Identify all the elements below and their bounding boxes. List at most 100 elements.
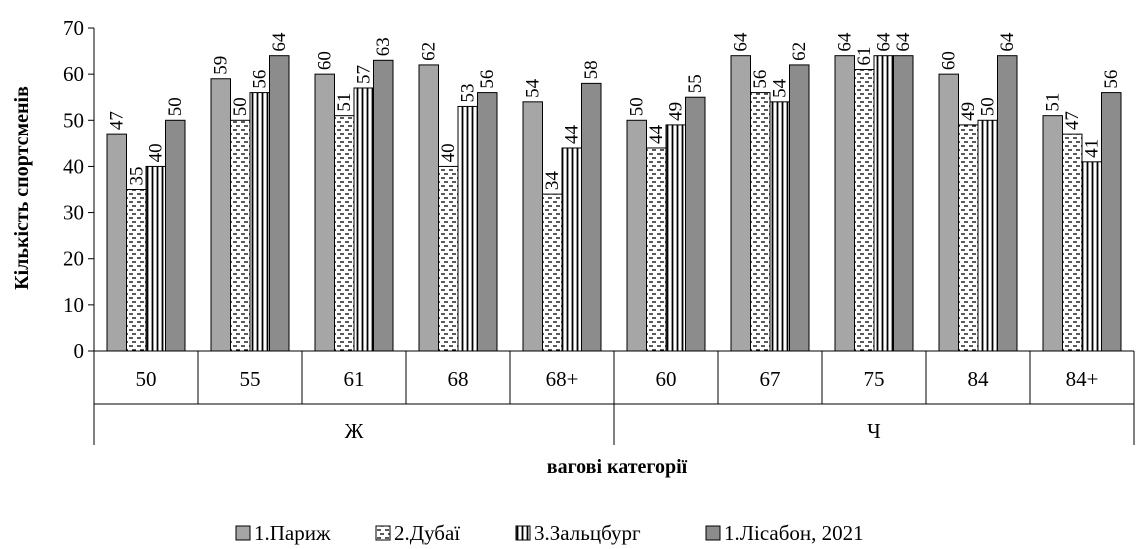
bar: [334, 115, 355, 352]
bar: [750, 92, 771, 352]
bar: [646, 147, 667, 352]
y-tick-label: 10: [63, 293, 84, 317]
y-tick-label: 70: [63, 16, 84, 40]
legend-swatch: [375, 525, 391, 541]
x-tick-label: 61: [344, 367, 365, 391]
x-tick-label: 60: [656, 367, 677, 391]
data-label: 40: [438, 143, 459, 162]
data-label: 51: [334, 93, 355, 112]
bar: [373, 59, 394, 352]
legend-item-label: 2.Дубаї: [394, 521, 460, 545]
data-label: 62: [789, 42, 810, 61]
x-group-label: Ч: [867, 419, 881, 443]
data-label: 61: [854, 47, 875, 66]
bar: [873, 55, 894, 352]
x-axis-title: вагові категорії: [547, 456, 688, 478]
bar: [665, 124, 686, 352]
bar: [165, 119, 186, 352]
legend-swatch: [515, 525, 531, 541]
bar: [477, 92, 498, 352]
y-tick-label: 50: [63, 108, 84, 132]
bar: [438, 165, 459, 352]
bar: [834, 55, 855, 352]
data-label: 44: [646, 124, 667, 144]
bar: [581, 82, 602, 352]
x-tick-label: 84+: [1066, 367, 1099, 391]
data-label: 55: [685, 74, 706, 93]
data-label: 41: [1082, 139, 1103, 158]
data-label: 50: [165, 97, 186, 116]
data-label: 64: [874, 32, 895, 52]
data-label: 62: [419, 42, 440, 61]
data-label: 59: [211, 56, 232, 75]
bar: [769, 101, 790, 352]
data-label: 47: [107, 111, 128, 130]
data-label: 47: [1062, 111, 1083, 130]
data-label: 40: [146, 143, 167, 162]
legend-swatch: [235, 525, 251, 541]
legend: 1.Париж 2.Дубаї 3.Зальцбург 1.Лісабон, 2021: [235, 521, 864, 545]
data-label: 64: [997, 32, 1018, 52]
y-tick-label: 60: [63, 62, 84, 86]
y-tick-label: 40: [63, 154, 84, 178]
x-group-label: Ж: [345, 419, 364, 443]
data-label: 34: [542, 171, 563, 191]
bar: [626, 119, 647, 352]
data-label: 63: [373, 37, 394, 56]
bar: [542, 193, 563, 352]
y-tick-label: 0: [74, 339, 85, 363]
data-label: 57: [354, 65, 375, 84]
x-tick-label: 84: [968, 367, 990, 391]
bar: [249, 92, 270, 352]
data-label: 50: [627, 97, 648, 116]
data-label: 54: [770, 78, 791, 98]
bar: [958, 124, 979, 352]
bar: [230, 119, 251, 352]
data-label: 64: [835, 32, 856, 52]
data-label: 54: [523, 78, 544, 98]
data-label: 56: [250, 70, 271, 89]
x-tick-label: 55: [240, 367, 261, 391]
x-tick-label: 68+: [546, 367, 579, 391]
bar: [522, 101, 543, 352]
bar: [353, 87, 374, 352]
legend-item-label: 3.Зальцбург: [534, 521, 641, 545]
y-tick-label: 30: [63, 201, 84, 225]
bar: [106, 133, 127, 352]
data-label: 49: [958, 102, 979, 121]
data-label: 64: [731, 32, 752, 52]
bar: [789, 64, 810, 352]
data-label: 60: [315, 51, 336, 70]
bar: [1101, 92, 1122, 352]
bar: [457, 105, 478, 352]
bars: [106, 55, 1122, 352]
bar: [938, 73, 959, 352]
bar: [314, 73, 335, 352]
data-label: 58: [581, 60, 602, 79]
data-label: 44: [562, 124, 583, 144]
legend-item-label: 1.Париж: [254, 521, 331, 545]
x-tick-label: 67: [760, 367, 781, 391]
y-axis-title: Кількість спортсменів: [11, 86, 33, 290]
bar: [126, 189, 147, 352]
data-label: 56: [1101, 70, 1122, 89]
bar: [145, 165, 166, 352]
y-axis: 0 10 20 30 40 50 60 70: [63, 16, 95, 363]
data-label: 35: [126, 167, 147, 186]
bar: [210, 78, 231, 352]
bar: [418, 64, 439, 352]
y-tick-label: 20: [63, 247, 84, 271]
legend-swatch: [705, 525, 721, 541]
bar: [1042, 115, 1063, 352]
data-label: 49: [666, 102, 687, 121]
data-label: 50: [230, 97, 251, 116]
data-label: 51: [1043, 93, 1064, 112]
data-label: 56: [750, 70, 771, 89]
bar: [561, 147, 582, 352]
data-label: 50: [978, 97, 999, 116]
bar: [893, 55, 914, 352]
x-axis: 50 55 61 68 68+ Ж 60 67 75 84 84+ Ч: [93, 350, 1135, 445]
data-label: 56: [477, 70, 498, 89]
